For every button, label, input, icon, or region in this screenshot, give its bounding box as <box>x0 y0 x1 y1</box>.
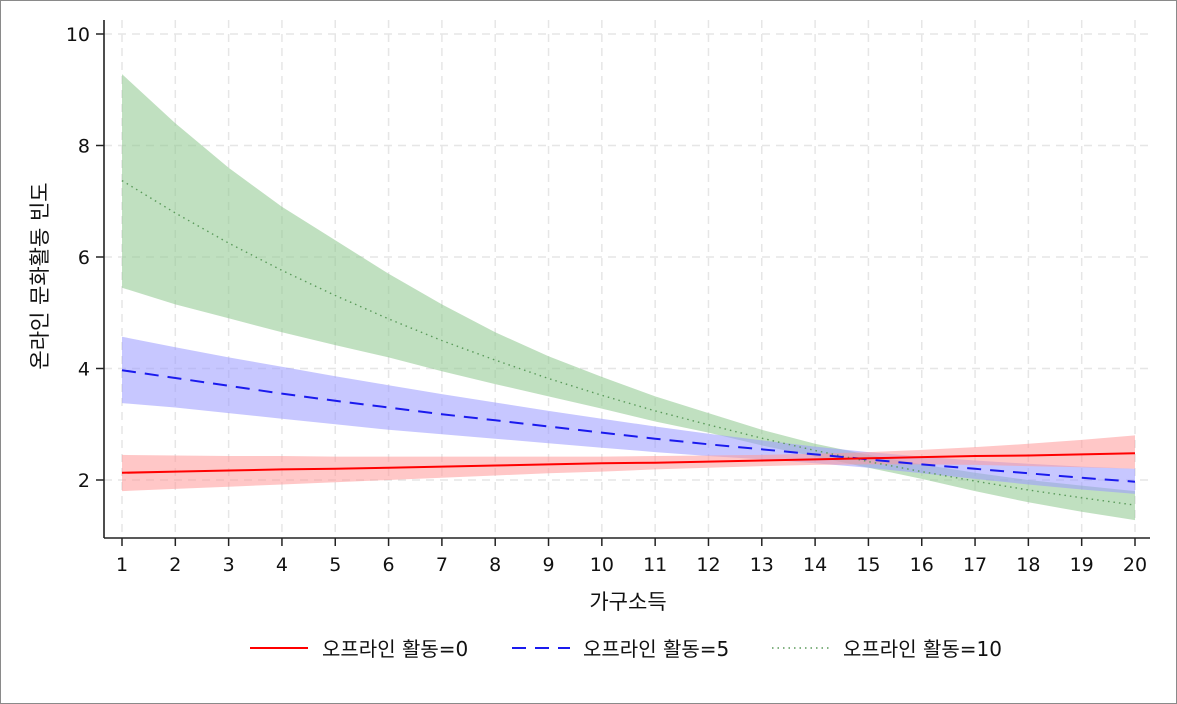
grid-layer <box>104 20 1150 538</box>
x-tick-label: 16 <box>910 554 934 576</box>
x-tick-label: 3 <box>223 554 235 576</box>
x-ticks: 1 2 3 4 5 6 7 8 9 10 11 12 13 14 15 16 17 18 19 20 <box>116 538 1147 576</box>
x-tick-label: 9 <box>542 554 554 576</box>
legend: 오프라인 활동=0 오프라인 활동=5 오프라인 활동=10 <box>250 637 1002 661</box>
y-tick-label: 4 <box>78 359 90 381</box>
confidence-band-2 <box>122 74 1135 521</box>
x-tick-label: 6 <box>383 554 395 576</box>
y-tick-label: 10 <box>66 24 90 46</box>
y-axis-title: 온라인 문화활동 빈도 <box>28 182 52 369</box>
x-tick-label: 15 <box>856 554 880 576</box>
x-axis-title: 가구소득 <box>589 590 666 614</box>
x-tick-label: 5 <box>329 554 341 576</box>
y-tick-label: 6 <box>78 247 90 269</box>
y-tick-label: 8 <box>78 136 90 158</box>
x-tick-label: 4 <box>276 554 288 576</box>
y-ticks: 2 4 6 8 10 <box>66 24 104 492</box>
x-tick-label: 20 <box>1123 554 1147 576</box>
x-tick-label: 10 <box>590 554 614 576</box>
y-tick-label: 2 <box>78 470 90 492</box>
confidence-bands <box>122 74 1135 521</box>
x-tick-label: 14 <box>803 554 827 576</box>
x-tick-label: 18 <box>1016 554 1040 576</box>
x-tick-label: 11 <box>643 554 667 576</box>
x-tick-label: 13 <box>750 554 774 576</box>
series-line-0 <box>121 452 1136 474</box>
x-tick-label: 2 <box>169 554 181 576</box>
x-tick-label: 17 <box>963 554 987 576</box>
x-tick-label: 8 <box>489 554 501 576</box>
x-tick-label: 12 <box>696 554 720 576</box>
legend-label-2: 오프라인 활동=10 <box>843 637 1002 661</box>
x-tick-label: 1 <box>116 554 128 576</box>
series-line-1 <box>121 369 1136 483</box>
x-tick-label: 7 <box>436 554 448 576</box>
x-tick-label: 19 <box>1070 554 1094 576</box>
series-lines <box>121 180 1136 506</box>
legend-label-1: 오프라인 활동=5 <box>583 637 729 661</box>
legend-label-0: 오프라인 활동=0 <box>322 637 468 661</box>
series-line-2 <box>121 180 1136 506</box>
